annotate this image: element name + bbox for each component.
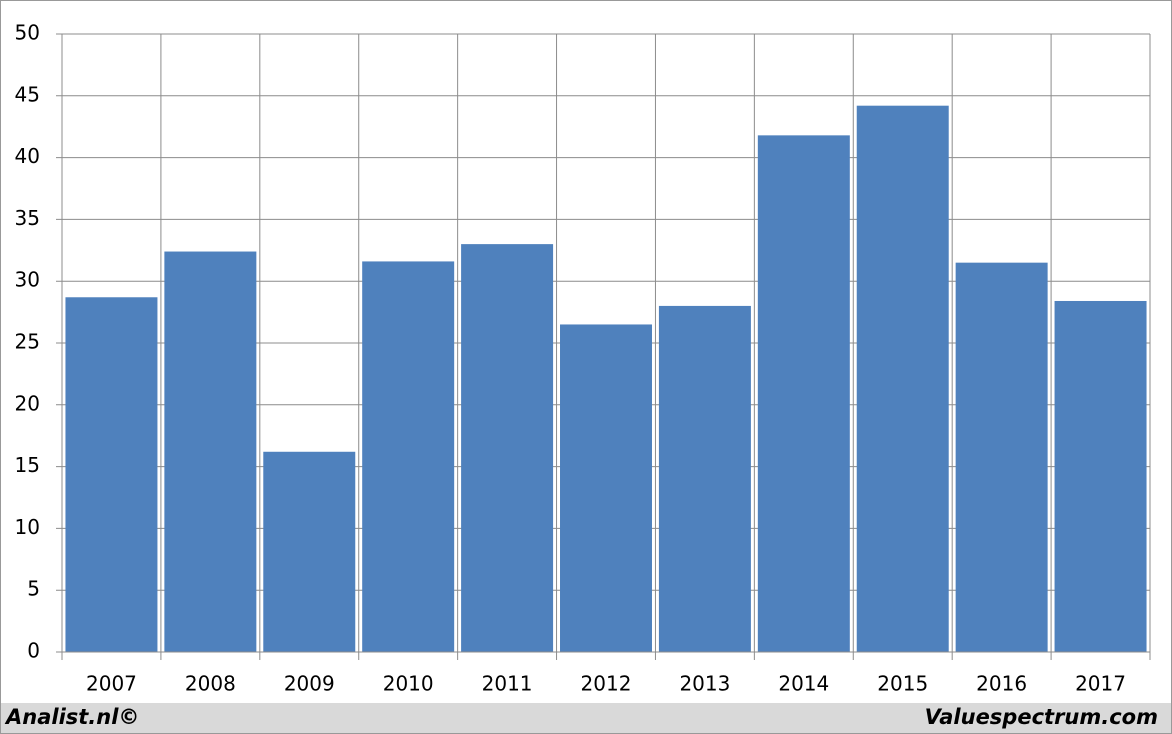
x-tick-label: 2007 [86, 672, 137, 696]
y-tick-label: 40 [15, 144, 40, 168]
x-tick-label: 2009 [284, 672, 335, 696]
y-tick-label: 25 [15, 330, 40, 354]
bar [461, 244, 554, 652]
y-tick-label: 50 [15, 21, 40, 45]
bar [757, 135, 850, 653]
x-tick-label: 2011 [482, 672, 533, 696]
footer-right: Valuespectrum.com [925, 705, 1158, 729]
bar [164, 251, 257, 652]
y-tick-label: 10 [15, 515, 40, 539]
y-tick-label: 20 [15, 391, 40, 415]
x-tick-label: 2013 [679, 672, 730, 696]
bar [560, 324, 652, 652]
bar [856, 105, 949, 653]
y-tick-label: 45 [15, 82, 40, 106]
x-tick-label: 2016 [976, 672, 1027, 696]
bar [362, 261, 455, 652]
bar [263, 451, 356, 652]
y-tick-label: 15 [15, 453, 40, 477]
y-tick-label: 30 [15, 268, 40, 292]
bar [658, 305, 751, 652]
x-tick-label: 2012 [581, 672, 632, 696]
bar [65, 297, 158, 652]
y-tick-label: 5 [27, 577, 40, 601]
x-tick-label: 2014 [778, 672, 829, 696]
y-tick-label: 35 [15, 206, 40, 230]
bar [955, 262, 1048, 652]
x-tick-label: 2017 [1075, 672, 1126, 696]
footer-band [1, 703, 1171, 733]
y-tick-label: 0 [27, 639, 40, 663]
bar [1054, 300, 1147, 652]
footer-left: Analist.nl© [4, 705, 139, 729]
x-tick-label: 2015 [877, 672, 928, 696]
x-tick-label: 2008 [185, 672, 236, 696]
x-tick-label: 2010 [383, 672, 434, 696]
